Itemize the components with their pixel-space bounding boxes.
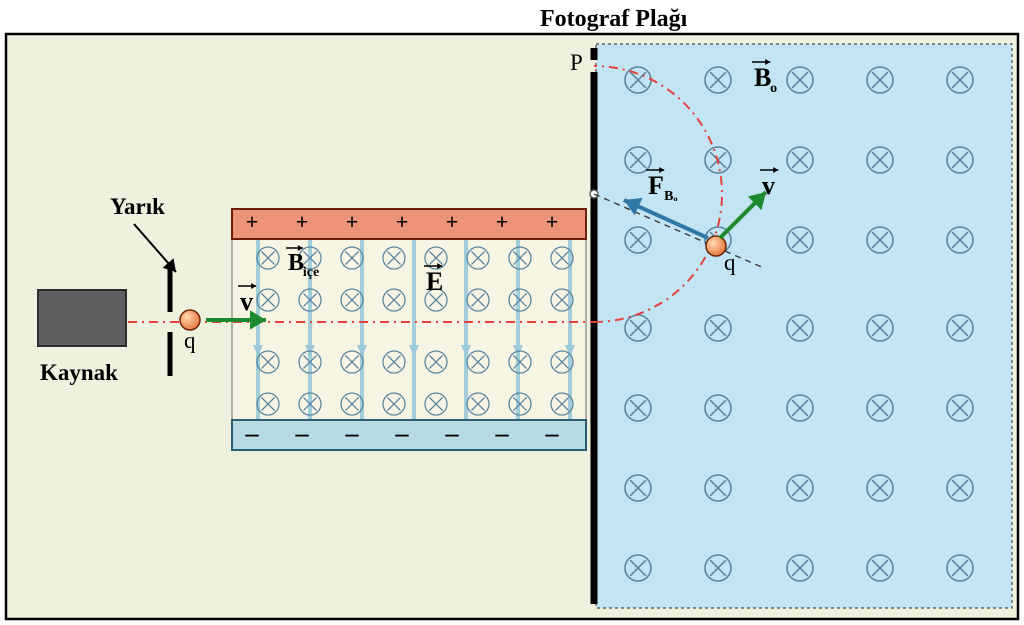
svg-text:B: B bbox=[754, 63, 771, 92]
svg-text:–: – bbox=[395, 419, 410, 448]
svg-text:–: – bbox=[345, 419, 360, 448]
svg-text:P: P bbox=[570, 50, 583, 75]
svg-text:B: B bbox=[288, 250, 304, 276]
svg-text:+: + bbox=[246, 209, 259, 234]
svg-text:+: + bbox=[296, 209, 309, 234]
svg-text:v: v bbox=[240, 287, 253, 316]
svg-text:o: o bbox=[770, 81, 777, 96]
svg-text:Yarık: Yarık bbox=[110, 194, 165, 219]
svg-text:+: + bbox=[396, 209, 409, 234]
svg-text:–: – bbox=[245, 419, 260, 448]
svg-text:Bₒ: Bₒ bbox=[664, 189, 677, 204]
svg-text:v: v bbox=[762, 171, 775, 200]
svg-text:F: F bbox=[648, 171, 664, 200]
svg-text:–: – bbox=[545, 419, 560, 448]
svg-text:–: – bbox=[295, 419, 310, 448]
svg-text:q: q bbox=[724, 250, 736, 275]
svg-text:içe: içe bbox=[303, 265, 319, 280]
svg-text:Kaynak: Kaynak bbox=[40, 360, 118, 385]
svg-text:+: + bbox=[446, 209, 459, 234]
svg-text:+: + bbox=[546, 209, 559, 234]
svg-text:+: + bbox=[496, 209, 509, 234]
svg-text:Fotograf Plağı: Fotograf Plağı bbox=[540, 6, 688, 32]
svg-text:–: – bbox=[495, 419, 510, 448]
svg-text:–: – bbox=[445, 419, 460, 448]
svg-text:E: E bbox=[426, 267, 443, 296]
svg-text:+: + bbox=[346, 209, 359, 234]
svg-text:q: q bbox=[184, 328, 196, 353]
